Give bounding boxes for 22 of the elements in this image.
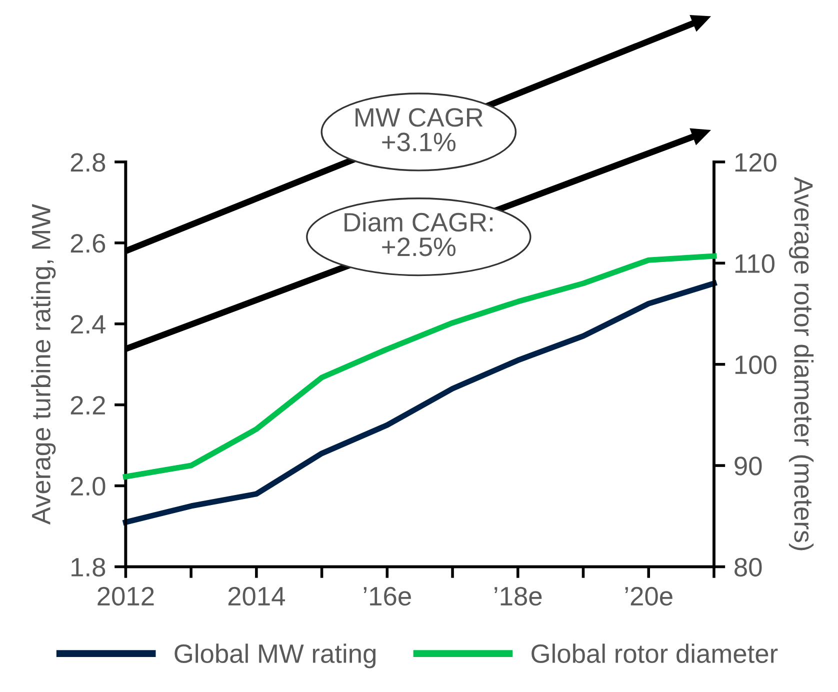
legend-label: Global rotor diameter (532, 644, 778, 664)
y-tick-label: 2.8 (70, 153, 106, 172)
y2-tick-label: 120 (735, 153, 776, 172)
y-tick-label: 1.8 (72, 558, 106, 577)
y-tick-label: 2.2 (70, 396, 105, 414)
y-tick-label: 2.6 (70, 234, 106, 253)
y2-axis-title: Average rotor diameter (meters) (788, 176, 814, 550)
y-axis-title: Average turbine rating, MW (31, 204, 56, 525)
y2-tick-label: 90 (734, 456, 762, 476)
y-tick-label: 2.4 (70, 314, 106, 334)
x-tick-label: ’20e (625, 586, 672, 606)
x-tick-label: ’18e (494, 586, 542, 606)
y-tick-label: 2.0 (70, 476, 106, 496)
y2-tick-label: 110 (735, 254, 774, 273)
y2-tick-label: 80 (734, 558, 762, 577)
x-tick-label: 2014 (228, 586, 286, 606)
x-tick-label: 2012 (98, 586, 154, 606)
legend-label: Global MW rating (174, 644, 376, 668)
x-tick-label: ’16e (364, 586, 411, 606)
text: MW CAGR +3.1% (356, 108, 483, 152)
annotation: Diam CAGR: +2.5% (344, 212, 492, 256)
y2-tick-label: 100 (735, 355, 776, 374)
